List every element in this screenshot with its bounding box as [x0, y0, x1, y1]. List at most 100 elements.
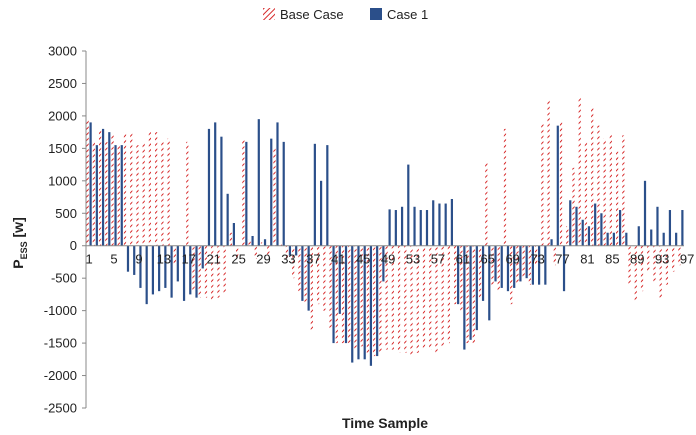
bar-case-1	[575, 206, 578, 246]
bar-base-case	[86, 119, 89, 246]
bar-base-case	[341, 245, 345, 344]
bar-case-1	[95, 145, 98, 246]
x-tick-label: 13	[157, 252, 171, 267]
legend: Base Case Case 1	[263, 7, 428, 22]
bar-case-1	[419, 210, 422, 246]
bar-base-case	[491, 245, 494, 285]
y-tick-label: 0	[70, 238, 77, 253]
bar-case-1	[120, 145, 123, 246]
bar-base-case	[591, 106, 594, 246]
bar-base-case	[535, 245, 538, 266]
x-tick-label: 69	[505, 252, 519, 267]
y-tick-label: -2500	[44, 401, 77, 416]
bar-base-case	[410, 245, 413, 357]
bar-base-case	[441, 245, 444, 347]
bar-base-case	[254, 245, 257, 259]
bar-base-case	[285, 245, 289, 259]
bar-case-1	[139, 245, 142, 288]
bar-case-1	[438, 203, 441, 246]
bar-base-case	[298, 245, 301, 292]
bar-case-1	[519, 245, 522, 282]
bar-base-case	[628, 245, 631, 285]
bar-case-1	[270, 138, 273, 246]
bar-base-case	[485, 161, 488, 246]
bar-case-1	[307, 245, 310, 311]
bar-case-1	[89, 122, 92, 246]
bar-base-case	[310, 245, 313, 331]
bar-case-1	[668, 210, 672, 246]
bar-case-1	[525, 245, 528, 279]
y-axis-title-subscript: ESS	[19, 241, 29, 259]
bar-case-1	[494, 245, 497, 282]
bar-case-1	[164, 245, 167, 288]
bar-case-1	[357, 245, 360, 360]
bar-base-case	[634, 245, 637, 301]
bar-case-1	[220, 136, 223, 246]
bar-base-case	[142, 141, 145, 246]
x-tick-label: 61	[456, 252, 470, 267]
legend-label-case-1: Case 1	[387, 7, 428, 22]
bar-base-case	[404, 245, 407, 353]
bar-base-case	[454, 245, 457, 305]
x-tick-label: 65	[481, 252, 495, 267]
bar-base-case	[105, 141, 108, 246]
bar-base-case	[123, 132, 127, 246]
bar-base-case	[373, 245, 376, 357]
bar-base-case	[510, 245, 513, 305]
bar-base-case	[447, 245, 451, 344]
bar-base-case	[597, 125, 600, 246]
bar-base-case	[647, 245, 650, 272]
bar-case-1	[145, 245, 148, 305]
bar-base-case	[167, 138, 170, 246]
bar-case-1	[500, 245, 503, 288]
bar-case-1	[338, 245, 341, 314]
bar-case-1	[232, 223, 235, 246]
bar-case-1	[425, 210, 429, 246]
bar-case-1	[363, 245, 366, 360]
bar-case-1	[207, 128, 211, 246]
bar-case-1	[538, 245, 541, 285]
y-tick-label: 2500	[48, 76, 77, 91]
bar-case-1	[513, 245, 516, 288]
bar-base-case	[335, 245, 338, 344]
x-tick-label: 85	[605, 252, 619, 267]
bar-case-1	[151, 245, 155, 295]
bar-base-case	[292, 245, 295, 279]
y-tick-label: 1500	[48, 141, 77, 156]
y-tick-label: 1000	[48, 173, 77, 188]
bar-base-case	[329, 245, 332, 331]
bar-base-case	[566, 226, 569, 246]
bar-base-case	[323, 245, 326, 311]
bar-base-case	[416, 245, 419, 353]
bar-case-1	[382, 245, 385, 282]
bar-case-1	[158, 245, 161, 292]
bar-base-case	[478, 245, 482, 298]
bar-base-case	[472, 245, 475, 344]
bar-base-case	[242, 138, 245, 246]
bar-case-1	[581, 219, 584, 246]
bar-base-case	[248, 239, 251, 246]
bar-base-case	[615, 151, 619, 246]
x-tick-label: 45	[356, 252, 370, 267]
bar-base-case	[161, 141, 164, 246]
legend-swatch-base-case	[263, 8, 275, 20]
bar-case-1	[413, 206, 416, 246]
bar-base-case	[273, 148, 276, 246]
bar-base-case	[665, 245, 669, 285]
bar-base-case	[460, 245, 463, 311]
bar-case-1	[195, 245, 198, 298]
y-axis-title-main: P	[10, 259, 26, 268]
bar-base-case	[204, 245, 208, 298]
bar-case-1	[650, 229, 653, 246]
y-tick-label: -1000	[44, 303, 77, 318]
x-tick-label: 89	[630, 252, 644, 267]
bar-case-1	[656, 206, 659, 246]
bar-base-case	[173, 245, 176, 266]
bar-base-case	[186, 141, 189, 246]
bar-case-1	[618, 210, 622, 246]
bar-case-1	[282, 141, 285, 246]
bar-base-case	[397, 245, 401, 353]
bar-case-1	[531, 245, 534, 285]
bar-case-1	[475, 245, 478, 331]
bar-base-case	[653, 245, 656, 282]
